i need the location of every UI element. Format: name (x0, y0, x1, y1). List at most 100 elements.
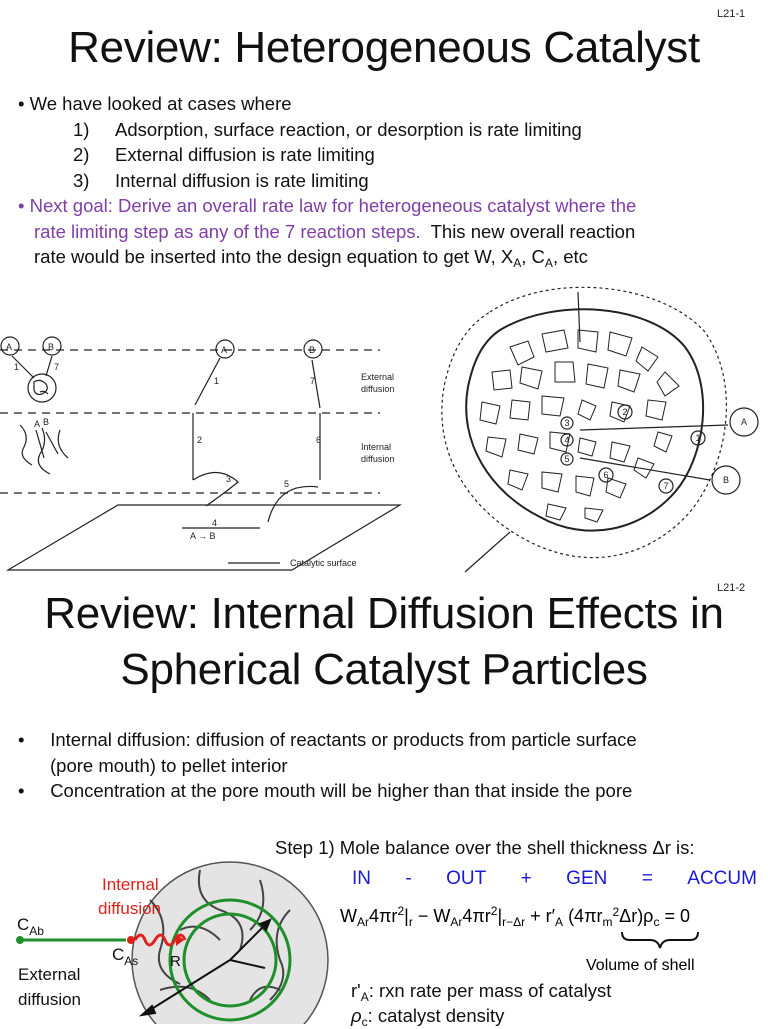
label-a: A (6, 342, 12, 352)
volume-of-shell-label: Volume of shell (586, 957, 695, 974)
step-1-label: 1 (695, 433, 700, 443)
goal-black-text-2: This new overall reaction (430, 220, 636, 242)
goal-text-3b: , C (521, 246, 545, 267)
species-b-circle (711, 465, 741, 495)
goal-text-3: rate would be inserted into the design e… (34, 246, 514, 267)
external-label: External (361, 372, 394, 382)
page-label-1: L21-1 (717, 8, 746, 20)
term-accum: ACCUM (687, 868, 757, 889)
species-a-label: A (741, 417, 747, 427)
step-7-label: 7 (310, 376, 315, 386)
step-7-circle (658, 478, 674, 494)
arrowhead (138, 1004, 157, 1017)
label-b: B (48, 342, 54, 352)
step-4-label: 4 (564, 435, 569, 445)
external-diffusion-label-2: diffusion (18, 990, 81, 1009)
step-6-label: 6 (316, 435, 321, 445)
diffusion-out-arrow (579, 457, 711, 481)
catalytic-surface-plane (5, 504, 403, 571)
case-num: 1) (73, 118, 90, 140)
label-b: B (309, 345, 315, 355)
goal-purple-text-1: Next goal: Derive an overall rate law fo… (29, 195, 637, 216)
step-3-arrow (192, 471, 239, 507)
step-2-label: 2 (622, 407, 627, 417)
arrow-7 (45, 355, 53, 377)
radius-arrow-r (149, 959, 231, 1011)
term-equals: = (641, 868, 653, 889)
mole-balance-equation: WAr4πr2|r − WAr4πr2|r−Δr + r′A (4πrm2Δr)… (340, 904, 699, 974)
surface-point (127, 936, 135, 944)
step-2-label: 2 (197, 435, 202, 445)
step-4-circle (560, 433, 574, 447)
goal-text-3c: , etc (552, 246, 588, 267)
porous-pellet-diagram: 3 4 5 2 6 1 7 A B (441, 286, 759, 573)
slide2-title-line-2: Spherical Catalyst Particles (120, 645, 648, 694)
spherical-pellet-diagram: Internal diffusion CAb CAs R External di… (16, 861, 329, 1024)
reaction-label: A → B (190, 531, 216, 541)
radius-line (229, 959, 266, 969)
species-b-label: B (723, 475, 729, 485)
species-a-circle (215, 339, 235, 359)
case-text: Adsorption, surface reaction, or desorpt… (115, 118, 582, 140)
inner-shell-ring (182, 912, 278, 1008)
case-item: 2) External diffusion is rate limiting (18, 142, 758, 168)
step-4-label: 4 (212, 518, 217, 528)
internal-diffusion-label-1: Internal (102, 875, 159, 894)
pore-walls (19, 424, 69, 475)
page-label-2: L21-2 (717, 582, 746, 594)
step-1-label: 1 (14, 362, 19, 372)
slide2-title-line-1: Review: Internal Diffusion Effects in (44, 589, 724, 638)
intro-text: We have looked at cases where (29, 93, 292, 114)
arrowhead (258, 918, 272, 932)
boundary-layer (441, 286, 727, 559)
bullet-item-cont: (pore mouth) to pellet interior (18, 753, 758, 779)
bullet-text: (pore mouth) to pellet interior (50, 754, 288, 776)
reaction-steps-diagram: A B A B 1 7 A B 1 7 2 6 3 5 4 A → B Exte… (0, 336, 403, 571)
cas-label: CAs (112, 945, 138, 968)
step-1-circle (690, 430, 706, 446)
species-b-circle (42, 336, 62, 356)
goal-line-2: rate limiting step as any of the 7 react… (18, 219, 758, 245)
equation-text: WAr4πr2|r − WAr4πr2|r−Δr + r′A (4πrm2Δr)… (340, 904, 690, 929)
step-7-arrow (311, 359, 321, 409)
case-text: Internal diffusion is rate limiting (115, 169, 369, 191)
subscript: A (513, 256, 522, 270)
def-ra: r'A: rxn rate per mass of catalyst (351, 980, 612, 1004)
label-a: A (221, 345, 227, 355)
outer-shell-ring (168, 898, 292, 1022)
step-5-arrow (267, 485, 319, 523)
bullet-item: • Internal diffusion: diffusion of react… (18, 729, 637, 750)
internal-label: Internal (361, 442, 391, 452)
step-7-label: 7 (54, 362, 59, 372)
step-2-circle (617, 404, 633, 420)
internal-diffusion-label-2: diffusion (98, 899, 161, 918)
step-5-label: 5 (564, 454, 569, 464)
internal-arrowhead (176, 934, 184, 946)
bullet-item: • Concentration at the pore mouth will b… (18, 780, 633, 801)
step-6-label: 6 (603, 470, 608, 480)
external-diffusion-label-1: External (18, 965, 80, 984)
bulk-point (16, 936, 24, 944)
term-plus: + (520, 868, 532, 889)
internal-label-2: diffusion (361, 454, 394, 464)
slide1-bullets: • We have looked at cases where 1) Adsorp… (18, 91, 758, 270)
mini-pores (33, 379, 49, 396)
radius-label: R (170, 953, 181, 970)
def-rhoc: ρc: catalyst density (351, 1005, 505, 1029)
step-7-label: 7 (663, 481, 668, 491)
term-in: IN (352, 868, 371, 889)
pellet-outline (465, 308, 705, 532)
case-num: 2) (73, 144, 90, 165)
step1-text: Step 1) Mole balance over the shell thic… (275, 837, 695, 858)
step-5-circle (560, 452, 574, 466)
intro-bullet: • We have looked at cases where (18, 93, 292, 114)
step-3-label: 3 (564, 418, 569, 428)
step-6-circle (598, 467, 614, 483)
pore-arrows (35, 429, 59, 459)
case-text: External diffusion is rate limiting (115, 144, 375, 165)
term-out: OUT (446, 868, 487, 889)
label-a-small: A (34, 419, 40, 429)
subscript: A (544, 256, 553, 270)
pointer-line (577, 291, 581, 343)
mini-particle (27, 373, 57, 403)
